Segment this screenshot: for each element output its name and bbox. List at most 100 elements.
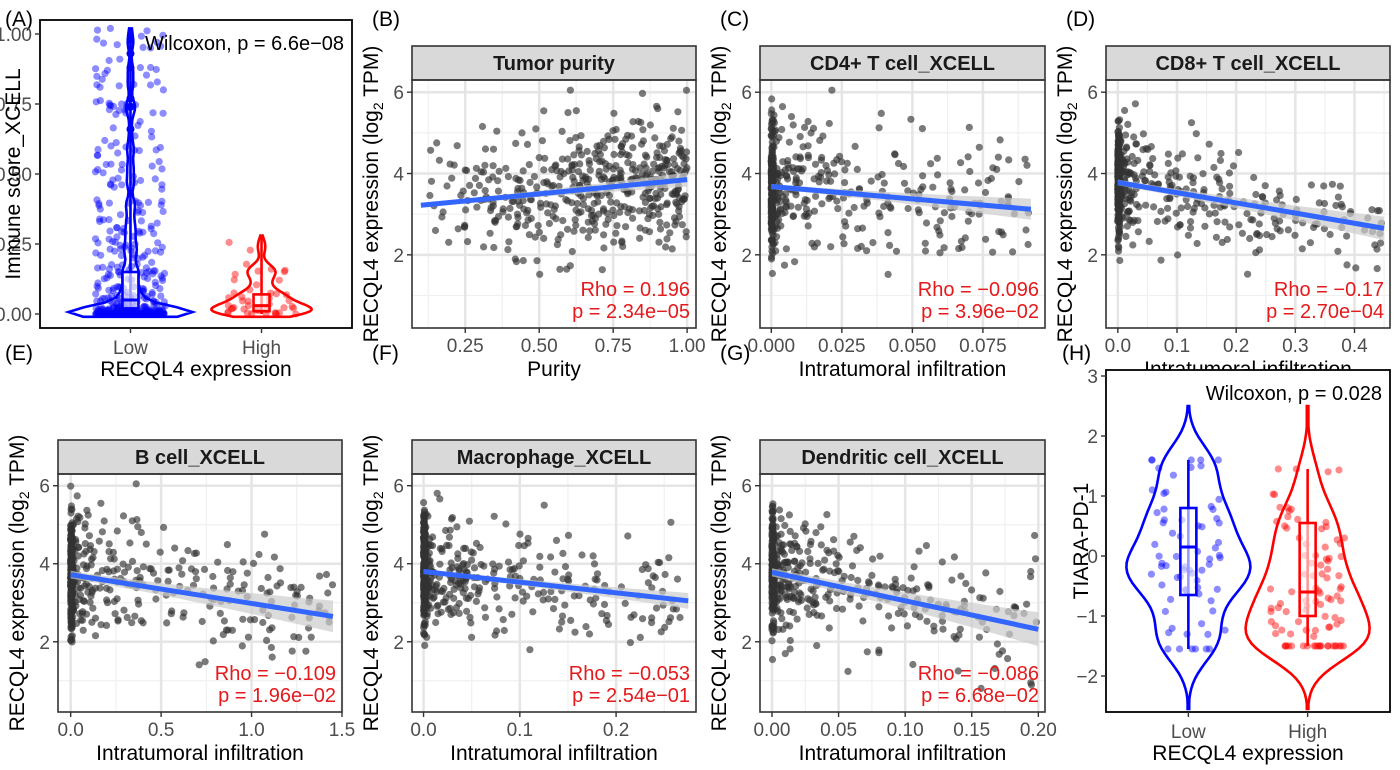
data-point <box>1352 264 1360 272</box>
data-point <box>439 208 447 216</box>
data-point <box>104 306 112 314</box>
data-point <box>122 308 130 316</box>
data-point <box>782 583 791 591</box>
data-point <box>610 238 618 246</box>
data-point <box>427 564 435 572</box>
data-point <box>158 181 166 189</box>
data-point <box>671 161 679 169</box>
data-point <box>322 570 331 579</box>
data-point <box>123 310 131 318</box>
box <box>121 270 140 310</box>
data-point <box>899 584 907 592</box>
data-point <box>122 241 130 249</box>
data-point <box>136 117 144 126</box>
data-point <box>526 178 534 187</box>
data-point <box>663 235 671 243</box>
data-point <box>900 179 909 187</box>
data-point <box>607 198 615 206</box>
data-point <box>639 137 648 145</box>
data-point <box>991 664 999 673</box>
data-point <box>120 310 128 318</box>
data-point <box>825 549 833 557</box>
data-point <box>900 162 908 171</box>
data-point <box>798 559 806 567</box>
data-point <box>784 161 792 169</box>
data-point <box>612 229 620 237</box>
data-point <box>651 134 659 142</box>
wilcoxon-annotation: Wilcoxon, p = 0.028 <box>1206 383 1382 405</box>
data-point <box>239 297 247 305</box>
data-point <box>573 200 582 208</box>
data-point <box>1205 645 1214 653</box>
data-point <box>80 550 88 558</box>
data-point <box>676 148 684 156</box>
data-point <box>914 206 922 214</box>
data-point <box>504 246 512 254</box>
data-point <box>514 184 522 193</box>
data-point <box>155 158 163 166</box>
data-point <box>846 538 854 546</box>
data-point <box>436 560 444 568</box>
data-point <box>224 566 232 575</box>
strip-title: Dendritic cell_XCELL <box>801 447 1003 469</box>
data-point <box>1229 162 1238 170</box>
data-point <box>139 309 147 317</box>
data-point <box>105 310 113 318</box>
data-point <box>469 549 477 557</box>
data-point <box>491 584 499 592</box>
data-point <box>134 523 142 531</box>
data-point <box>952 635 960 643</box>
data-point <box>121 310 130 318</box>
data-point <box>854 244 862 252</box>
data-point <box>156 309 165 317</box>
data-point <box>923 617 931 625</box>
data-point <box>918 125 927 133</box>
data-point <box>467 591 475 600</box>
data-point <box>91 168 100 176</box>
data-point <box>121 243 129 251</box>
data-point <box>480 243 488 251</box>
data-point <box>105 310 114 318</box>
data-point <box>860 202 868 210</box>
data-point <box>781 650 789 658</box>
data-point <box>853 165 861 173</box>
data-point <box>782 196 790 204</box>
data-point <box>786 636 794 645</box>
data-point <box>118 160 126 168</box>
data-point <box>867 177 875 185</box>
data-point <box>1207 502 1215 511</box>
data-point <box>559 549 567 558</box>
data-point <box>825 624 833 632</box>
data-point <box>576 160 584 168</box>
data-point <box>116 310 124 318</box>
data-point <box>151 175 159 183</box>
data-point <box>617 151 625 159</box>
data-point <box>109 237 117 246</box>
data-point <box>787 113 796 121</box>
data-point <box>111 308 119 317</box>
data-point <box>802 568 810 576</box>
data-point <box>101 294 109 302</box>
data-point <box>153 38 161 47</box>
data-point <box>811 160 820 168</box>
data-point <box>147 306 155 314</box>
data-point <box>610 109 618 117</box>
data-point <box>1271 622 1280 630</box>
data-point <box>1221 218 1229 226</box>
data-point <box>158 197 166 205</box>
data-point <box>841 218 849 226</box>
data-point <box>209 637 217 645</box>
data-point <box>1216 179 1224 187</box>
data-point <box>567 616 575 625</box>
data-point <box>1270 490 1279 499</box>
data-point <box>109 304 118 312</box>
data-point <box>533 183 541 191</box>
data-point <box>68 582 76 590</box>
y-tick-label: 2 <box>393 246 404 267</box>
data-point <box>159 86 167 94</box>
data-point <box>1325 623 1333 631</box>
data-point <box>880 202 888 210</box>
data-point <box>102 306 110 314</box>
strip <box>411 439 697 475</box>
data-point <box>275 309 283 317</box>
